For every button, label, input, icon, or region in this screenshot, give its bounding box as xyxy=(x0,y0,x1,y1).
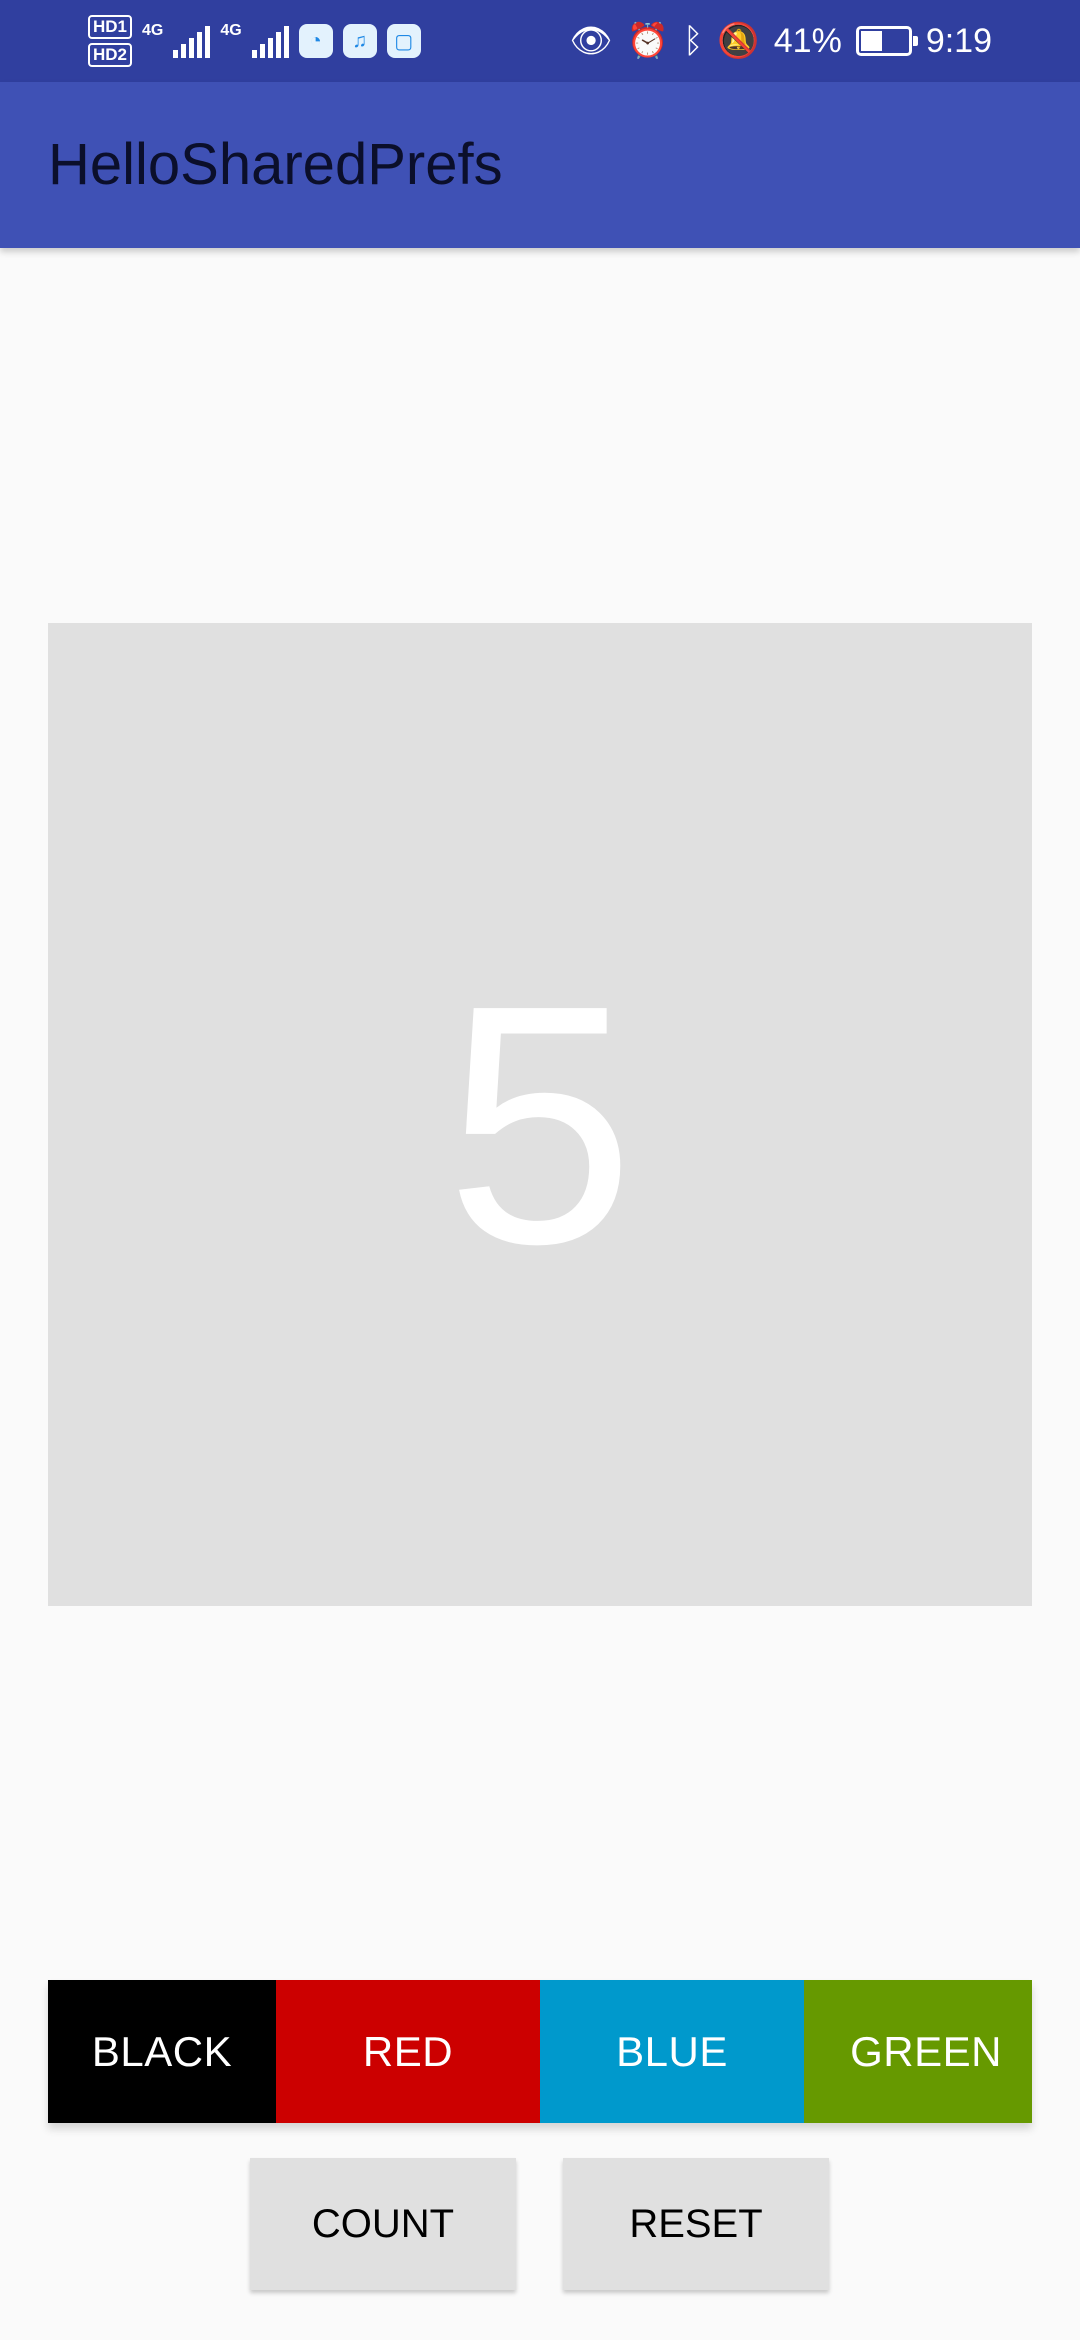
black-button[interactable]: BLACK xyxy=(48,1980,276,2123)
music-app-icon: ♫ xyxy=(342,24,377,58)
browser-app-icon: ◔ xyxy=(298,24,333,58)
alarm-icon: ⏰ xyxy=(626,22,669,60)
battery-percent: 41% xyxy=(773,21,842,60)
count-button[interactable]: COUNT xyxy=(250,2158,516,2290)
bell-off-icon: 🔕 xyxy=(717,22,760,60)
hd2-icon: HD2 xyxy=(88,43,133,67)
hd-indicators: HD1 HD2 xyxy=(88,15,133,67)
count-value: 5 xyxy=(445,934,635,1315)
reset-button[interactable]: RESET xyxy=(563,2158,829,2290)
store-app-icon: ▢ xyxy=(386,24,421,58)
app-bar: HelloSharedPrefs xyxy=(0,82,1080,248)
battery-icon xyxy=(855,26,918,56)
count-display: 5 xyxy=(48,623,1032,1606)
green-button[interactable]: GREEN xyxy=(804,1980,1032,2123)
clock: 9:19 xyxy=(925,21,992,60)
status-left: HD1 HD2 4G 4G ◔ ♫ ▢ xyxy=(88,0,421,82)
battery-fill xyxy=(860,31,882,51)
network-type-2: 4G xyxy=(220,22,242,39)
network-type-1: 4G xyxy=(142,22,164,39)
signal-2-icon xyxy=(251,24,289,58)
app-title: HelloSharedPrefs xyxy=(48,132,503,197)
blue-button[interactable]: BLUE xyxy=(540,1980,804,2123)
hd1-icon: HD1 xyxy=(88,15,133,39)
status-bar: HD1 HD2 4G 4G ◔ ♫ ▢ 👁 ⏰ ᛒ 🔕 41% 9:19 xyxy=(0,0,1080,82)
status-right: 👁 ⏰ ᛒ 🔕 41% 9:19 xyxy=(569,0,992,82)
color-button-row: BLACK RED BLUE GREEN xyxy=(48,1980,1032,2123)
eye-icon: 👁 xyxy=(569,22,613,60)
bluetooth-icon: ᛒ xyxy=(683,21,704,60)
signal-1-icon xyxy=(173,24,211,58)
red-button[interactable]: RED xyxy=(276,1980,540,2123)
